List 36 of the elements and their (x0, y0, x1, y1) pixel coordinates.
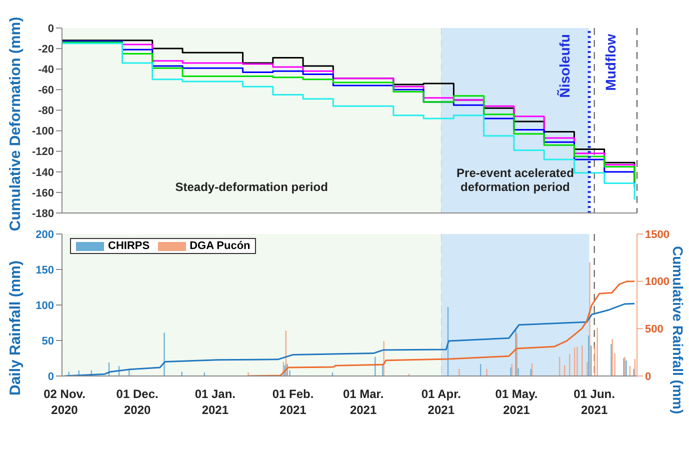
y-tick-label: 0 (48, 22, 54, 35)
x-tick-label: 01 Dec. 2020 (116, 387, 158, 417)
y2-tick-label: 1000 (645, 276, 670, 288)
legend-label: CHIRPS (108, 240, 150, 252)
y-tick-label: -80 (38, 105, 54, 118)
y-tick-label: 200 (36, 228, 54, 241)
y-tick-label: 50 (42, 335, 54, 348)
y2-tick-label: 0 (645, 370, 652, 383)
y2-axis-title: Cumulative Rainfall (mm) (670, 246, 686, 414)
y-tick-label: -140 (32, 166, 54, 179)
text: Ñisoleufu Mudflow (556, 34, 618, 98)
x-tick-label: 01 Apr. 2021 (421, 387, 461, 417)
x-tick-label: 02 Nov. 2020 (44, 387, 86, 417)
y-tick-label: -100 (32, 126, 54, 138)
legend-label: DGA Pucón (190, 240, 250, 252)
y-tick-label: 100 (36, 300, 54, 312)
y-axis-title: Daily Rainfall (mm) (7, 260, 24, 396)
band-label: Pre-event acelerated deformation period (456, 166, 574, 194)
x-tick-label: 01 Feb. 2021 (272, 387, 314, 417)
y2-tick-label: 1500 (645, 228, 670, 241)
y-tick-label: 0 (48, 370, 54, 383)
x-tick-label: 01 Jun. 2021 (574, 387, 615, 417)
y-tick-label: -180 (32, 208, 54, 220)
y-tick-label: -40 (38, 64, 54, 76)
y-tick-label: 150 (36, 264, 54, 276)
band-label: Steady-deformation period (175, 180, 328, 194)
y-tick-label: -60 (38, 84, 54, 97)
y-axis-title: Cumulative Deformation (mm) (7, 16, 24, 232)
x-tick-label: 01 May. 2021 (495, 387, 538, 417)
y-tick-label: -20 (38, 43, 54, 56)
x-tick-label: 01 Jan. 2021 (194, 387, 236, 417)
y-tick-label: -160 (32, 187, 54, 200)
y-tick-label: -120 (32, 146, 54, 158)
x-tick-label: 01 Mar. 2021 (342, 387, 384, 417)
y2-tick-label: 500 (645, 324, 664, 336)
line-series (247, 280, 636, 376)
